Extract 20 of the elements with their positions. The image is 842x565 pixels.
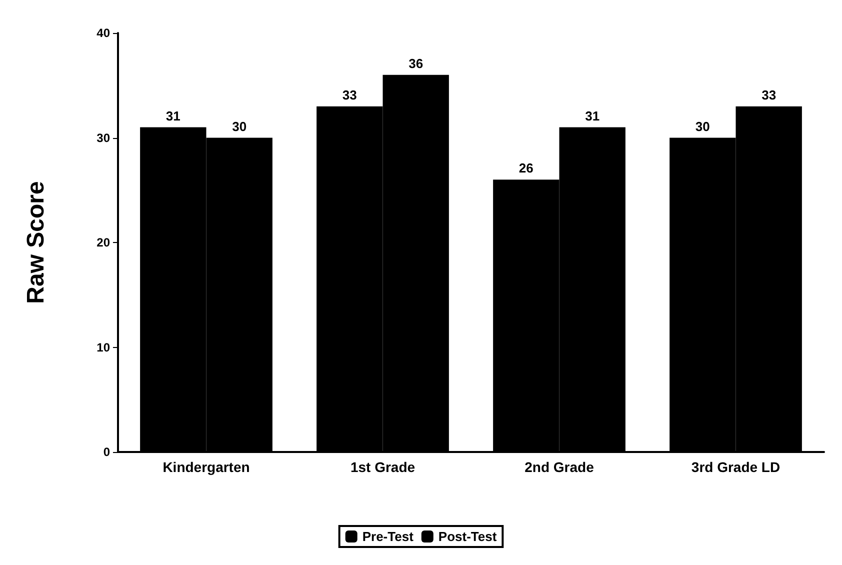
legend-label: Post-Test (438, 529, 498, 544)
x-tick-label: 2nd Grade (524, 459, 594, 475)
x-tick-label: Kindergarten (162, 459, 250, 475)
data-label: 30 (695, 118, 710, 134)
data-label: 36 (408, 56, 424, 71)
y-tick-label: 10 (96, 340, 110, 354)
data-label: 31 (166, 108, 180, 124)
y-tick-label: 20 (96, 236, 110, 250)
y-tick-label: 30 (96, 130, 110, 145)
y-axis-title: Raw Score (22, 181, 50, 304)
data-label: 31 (585, 108, 600, 124)
legend-label: Pre-Test (362, 529, 414, 544)
x-tick-label: 1st Grade (350, 459, 416, 475)
y-tick-label: 0 (103, 445, 110, 459)
y-tick-label: 40 (96, 26, 110, 40)
x-tick-label: 3rd Grade LD (691, 459, 780, 475)
data-label: 26 (518, 160, 534, 176)
data-label: 33 (762, 87, 776, 102)
data-label: 33 (342, 87, 357, 102)
data-label: 30 (232, 118, 247, 134)
